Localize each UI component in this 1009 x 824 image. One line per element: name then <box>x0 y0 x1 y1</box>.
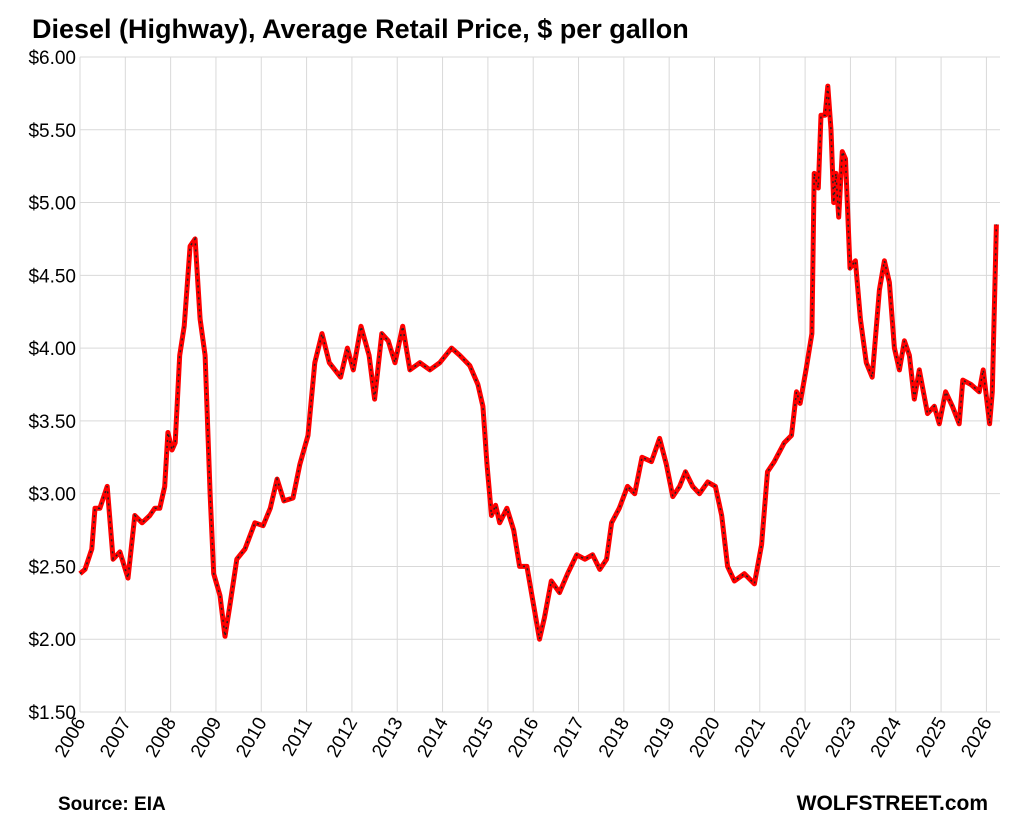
x-tick-label: 2022 <box>776 714 815 761</box>
x-tick-label: 2015 <box>459 714 498 761</box>
y-tick-label: $4.00 <box>28 339 76 360</box>
y-tick-label: $2.50 <box>28 557 76 578</box>
source: Source: EIA <box>58 794 166 815</box>
chart-title: Diesel (Highway), Average Retail Price, … <box>32 14 689 44</box>
x-tick-label: 2024 <box>867 714 907 761</box>
x-tick-label: 2012 <box>323 714 362 761</box>
y-tick-label: $3.00 <box>28 485 76 506</box>
y-tick-label: $1.50 <box>28 703 76 724</box>
y-tick-label: $4.50 <box>28 266 76 287</box>
x-tick-label: 2010 <box>232 714 271 761</box>
y-tick-label: $3.50 <box>28 412 76 433</box>
x-tick-label: 2023 <box>821 714 860 761</box>
y-tick-label: $5.50 <box>28 121 76 142</box>
x-tick-label: 2013 <box>368 714 407 761</box>
price-line <box>78 83 999 642</box>
x-tick-label: 2020 <box>685 714 724 761</box>
x-tick-label: 2018 <box>595 714 634 761</box>
x-tick-label: 2026 <box>957 714 996 761</box>
x-tick-label: 2021 <box>731 714 770 761</box>
x-tick-label: 2014 <box>414 714 454 761</box>
x-tick-label: 2016 <box>504 714 543 761</box>
x-tick-label: 2017 <box>550 714 589 761</box>
x-tick-label: 2019 <box>640 714 679 761</box>
x-tick-label: 2011 <box>278 714 317 760</box>
price-line-dots <box>79 86 998 640</box>
y-tick-label: $5.00 <box>28 194 76 215</box>
y-tick-label: $2.00 <box>28 630 76 651</box>
credit: WOLFSTREET.com <box>797 792 988 815</box>
x-tick-label: 2025 <box>912 714 951 761</box>
x-tick-label: 2008 <box>142 714 181 761</box>
y-tick-label: $6.00 <box>28 48 76 69</box>
x-tick-label: 2007 <box>96 714 135 761</box>
x-tick-label: 2009 <box>187 714 226 761</box>
